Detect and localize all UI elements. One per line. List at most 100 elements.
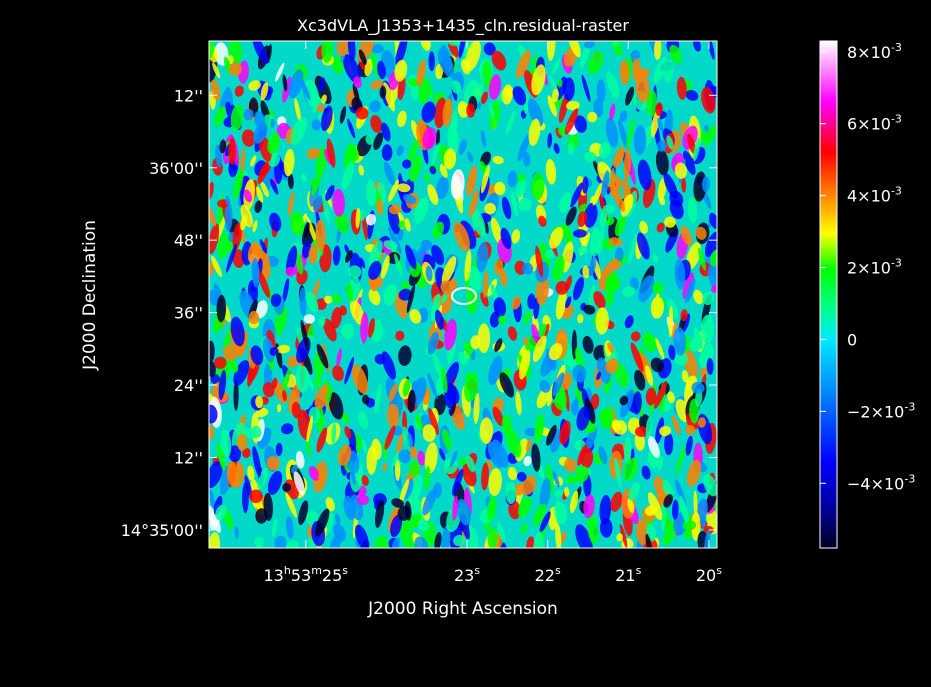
residual-blob (311, 119, 322, 131)
residual-blob (397, 505, 411, 521)
residual-blob (283, 148, 295, 177)
residual-blob (402, 159, 412, 169)
residual-blob (701, 87, 716, 114)
residual-blob (519, 349, 531, 380)
residual-blob (228, 445, 242, 463)
residual-blob (311, 171, 322, 196)
residual-blob (582, 176, 589, 194)
residual-blob (501, 196, 512, 220)
residual-blob (409, 460, 420, 477)
residual-blob (572, 276, 585, 301)
residual-blob (673, 327, 687, 356)
residual-blob (558, 93, 569, 123)
colorbar-ticks: 8×10-3 6×10-3 4×10-3 2×10-3 0 −2×10-3 −4×10-3 (820, 41, 915, 493)
residual-blob (414, 536, 429, 548)
residual-blob (671, 415, 681, 435)
residual-blob (370, 44, 384, 54)
residual-blob (443, 148, 457, 170)
residual-blob (254, 536, 264, 548)
residual-blob (391, 498, 404, 508)
residual-blob (286, 540, 299, 548)
residual-blob (332, 188, 345, 217)
residual-blob (465, 41, 481, 72)
residual-blob (226, 243, 237, 273)
residual-blob (623, 436, 632, 465)
residual-blob (305, 291, 319, 313)
residual-blob (614, 247, 624, 262)
residual-blob (390, 514, 403, 538)
residual-blob (209, 404, 218, 424)
residual-blob (634, 426, 649, 438)
residual-blob (635, 71, 650, 103)
y-tick-label: 36'00'' (149, 159, 203, 178)
residual-blob (342, 54, 361, 84)
residual-blob (418, 77, 431, 105)
residual-blob (450, 450, 458, 467)
residual-blob (607, 342, 614, 353)
residual-blob (241, 129, 256, 147)
residual-blob (709, 212, 717, 229)
residual-blob (664, 216, 676, 228)
residual-blob (282, 483, 292, 492)
residual-blob (350, 299, 365, 325)
residual-blob (377, 60, 386, 80)
residual-blob (477, 323, 491, 354)
residual-blob (295, 450, 305, 469)
residual-blob (410, 446, 418, 460)
residual-blob (522, 262, 534, 275)
residual-blob (617, 118, 629, 150)
residual-blob (398, 449, 411, 464)
colorbar-tick-label: 0 (847, 330, 857, 349)
residual-blob (282, 390, 287, 402)
residual-blob (637, 232, 650, 260)
residual-blob (395, 41, 408, 66)
residual-blob (222, 343, 237, 362)
colorbar-tick-label: 8×10-3 (847, 41, 902, 62)
residual-blob (647, 436, 660, 458)
residual-blob (680, 225, 693, 246)
residual-blob (632, 391, 642, 415)
residual-blob (511, 229, 521, 244)
residual-blob (664, 59, 674, 83)
residual-blob (480, 129, 487, 149)
residual-blob (483, 42, 496, 56)
residual-blob (308, 537, 317, 548)
residual-blob (630, 331, 641, 342)
residual-blob (480, 165, 490, 194)
residual-blob (274, 535, 287, 548)
residual-blob (574, 115, 587, 133)
residual-blob (460, 59, 471, 75)
residual-blob (641, 465, 651, 480)
residual-blob (518, 197, 532, 212)
residual-blob (521, 523, 528, 535)
residual-blob (241, 482, 249, 514)
residual-blob (599, 494, 612, 525)
residual-blob (596, 79, 606, 104)
residual-blob (645, 533, 653, 548)
residual-blob (592, 182, 603, 206)
residual-blob (232, 222, 242, 250)
residual-blob (358, 164, 365, 176)
residual-blob (453, 534, 466, 547)
residual-blob (526, 536, 535, 548)
residual-blob (282, 277, 290, 303)
residual-blob (270, 293, 282, 307)
residual-blob (660, 502, 666, 531)
residual-blob (348, 265, 362, 279)
residual-blob (480, 91, 489, 105)
residual-blob (270, 178, 279, 195)
residual-blob (605, 276, 615, 307)
residual-blob (432, 221, 445, 239)
residual-blob (405, 244, 417, 270)
residual-blob (409, 309, 422, 324)
residual-blob (613, 420, 628, 435)
residual-blob (505, 110, 516, 135)
residual-blob (515, 179, 527, 199)
residual-blob (417, 450, 426, 466)
residual-blob (564, 296, 572, 309)
residual-blob (609, 258, 621, 271)
residual-blob (290, 117, 307, 146)
residual-blob (505, 427, 522, 458)
residual-blob (361, 438, 368, 454)
residual-blob (553, 143, 560, 154)
